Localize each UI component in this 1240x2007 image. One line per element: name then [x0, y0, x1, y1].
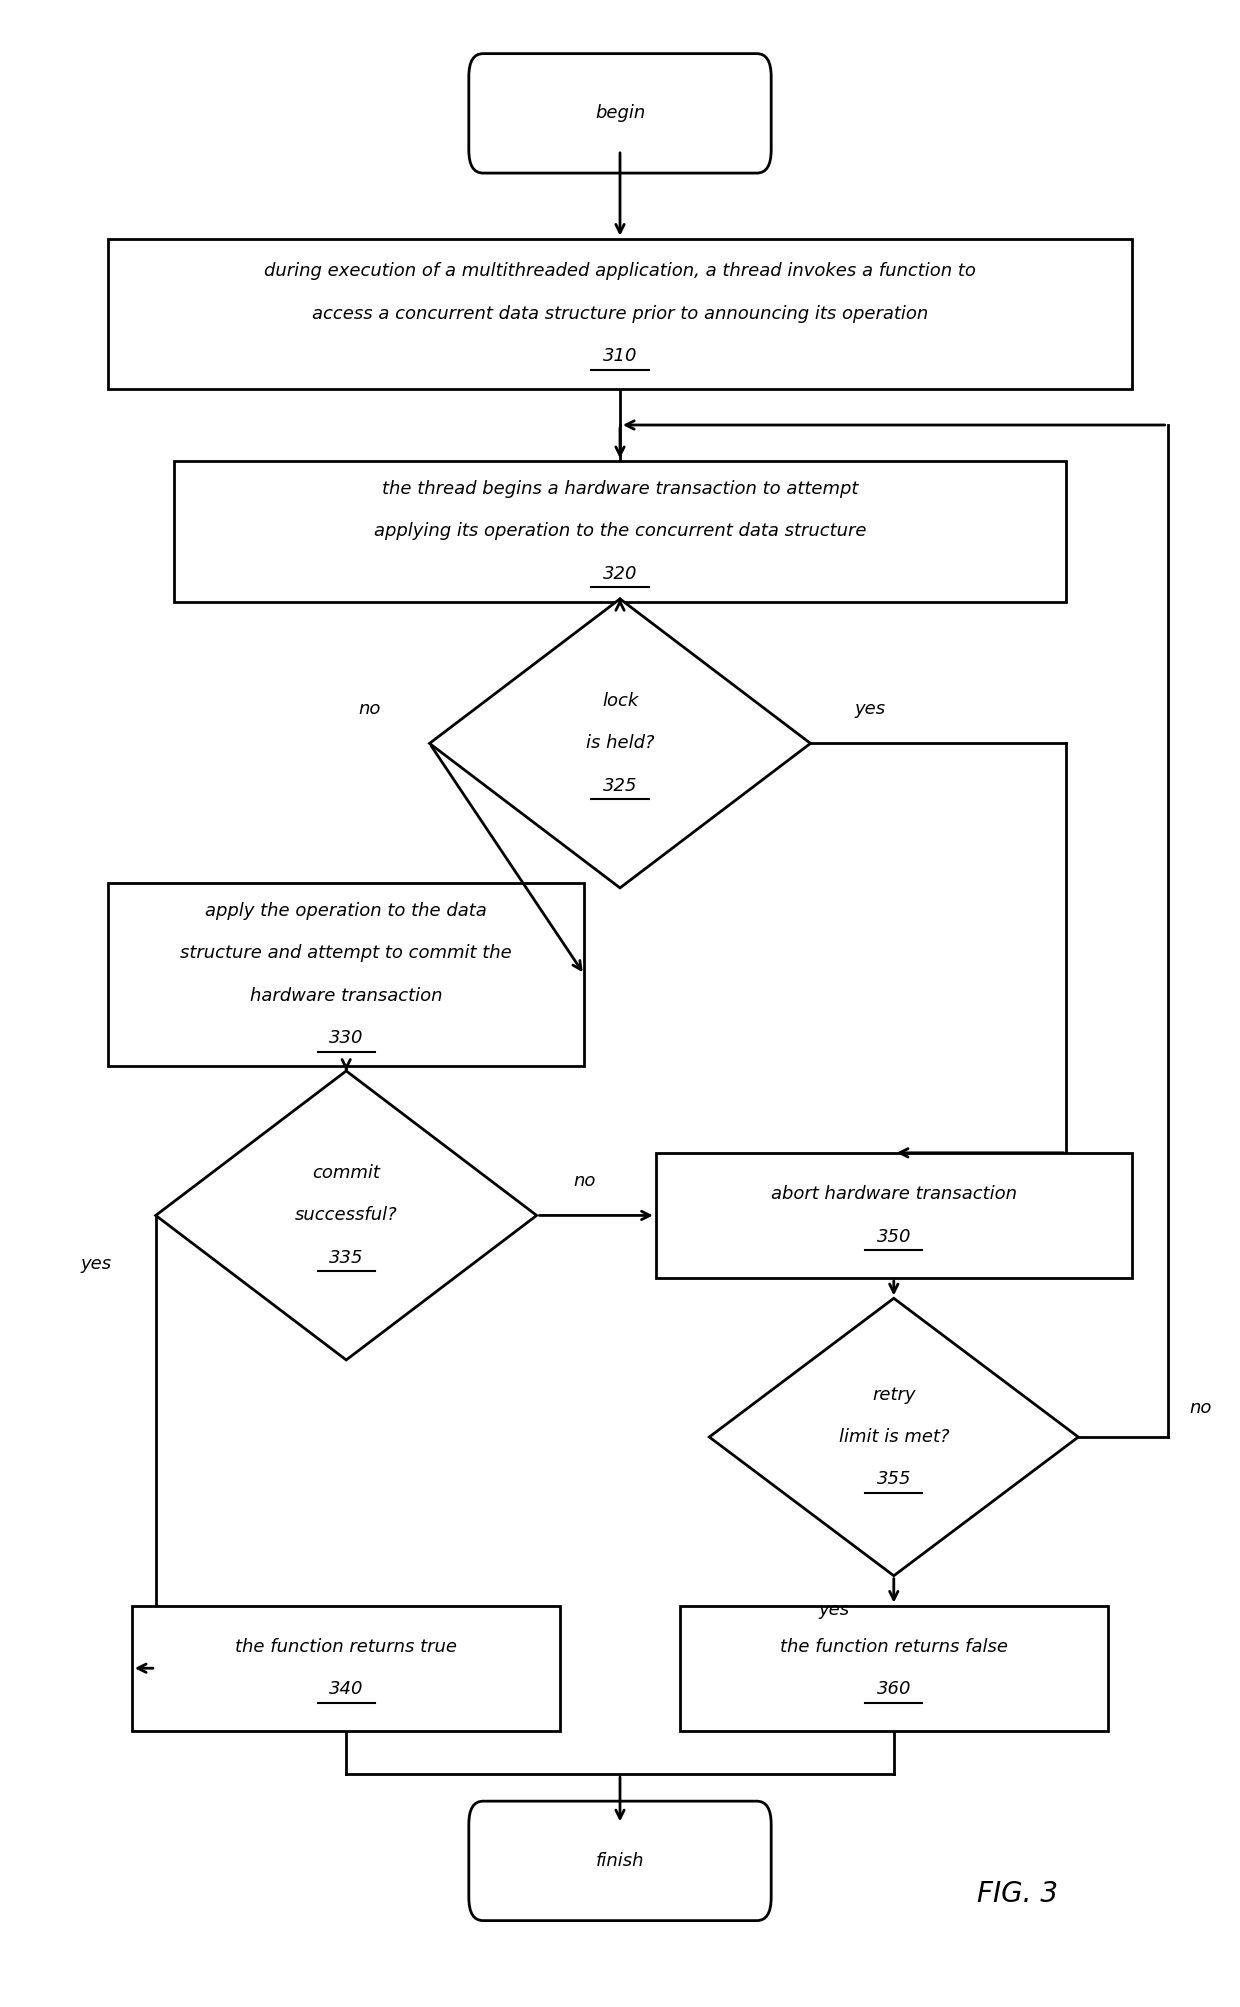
Polygon shape [131, 1606, 560, 1730]
Text: yes: yes [818, 1602, 849, 1620]
Text: retry: retry [872, 1385, 915, 1403]
Polygon shape [429, 598, 811, 887]
Text: 330: 330 [329, 1030, 363, 1048]
FancyBboxPatch shape [469, 54, 771, 173]
Polygon shape [656, 1152, 1132, 1278]
Text: finish: finish [595, 1852, 645, 1871]
Text: 355: 355 [877, 1471, 911, 1489]
Text: applying its operation to the concurrent data structure: applying its operation to the concurrent… [373, 522, 867, 540]
Text: is held?: is held? [585, 735, 655, 753]
Text: begin: begin [595, 104, 645, 122]
Text: abort hardware transaction: abort hardware transaction [771, 1186, 1017, 1204]
Text: no: no [573, 1172, 595, 1190]
Text: during execution of a multithreaded application, a thread invokes a function to: during execution of a multithreaded appl… [264, 263, 976, 281]
Text: FIG. 3: FIG. 3 [977, 1881, 1058, 1907]
Polygon shape [108, 239, 1132, 389]
Text: 350: 350 [877, 1228, 911, 1246]
Text: 325: 325 [603, 777, 637, 795]
Polygon shape [709, 1299, 1079, 1575]
Text: the thread begins a hardware transaction to attempt: the thread begins a hardware transaction… [382, 480, 858, 498]
Text: 320: 320 [603, 564, 637, 582]
Polygon shape [680, 1606, 1109, 1730]
Polygon shape [174, 462, 1066, 602]
Text: commit: commit [312, 1164, 381, 1182]
Text: 310: 310 [603, 347, 637, 365]
Text: the function returns false: the function returns false [780, 1638, 1008, 1656]
Text: limit is met?: limit is met? [838, 1429, 949, 1445]
FancyBboxPatch shape [469, 1800, 771, 1921]
Polygon shape [108, 883, 584, 1066]
Text: the function returns true: the function returns true [236, 1638, 458, 1656]
Text: 340: 340 [329, 1680, 363, 1698]
Text: no: no [1189, 1399, 1213, 1417]
Text: 360: 360 [877, 1680, 911, 1698]
Text: no: no [358, 700, 381, 719]
Text: successful?: successful? [295, 1206, 398, 1224]
Text: access a concurrent data structure prior to announcing its operation: access a concurrent data structure prior… [312, 305, 928, 323]
Text: hardware transaction: hardware transaction [250, 987, 443, 1006]
Text: apply the operation to the data: apply the operation to the data [206, 901, 487, 919]
Text: 335: 335 [329, 1248, 363, 1266]
Polygon shape [156, 1072, 537, 1361]
Text: lock: lock [601, 692, 639, 710]
Text: structure and attempt to commit the: structure and attempt to commit the [180, 945, 512, 963]
Text: yes: yes [81, 1254, 112, 1272]
Text: yes: yes [854, 700, 885, 719]
